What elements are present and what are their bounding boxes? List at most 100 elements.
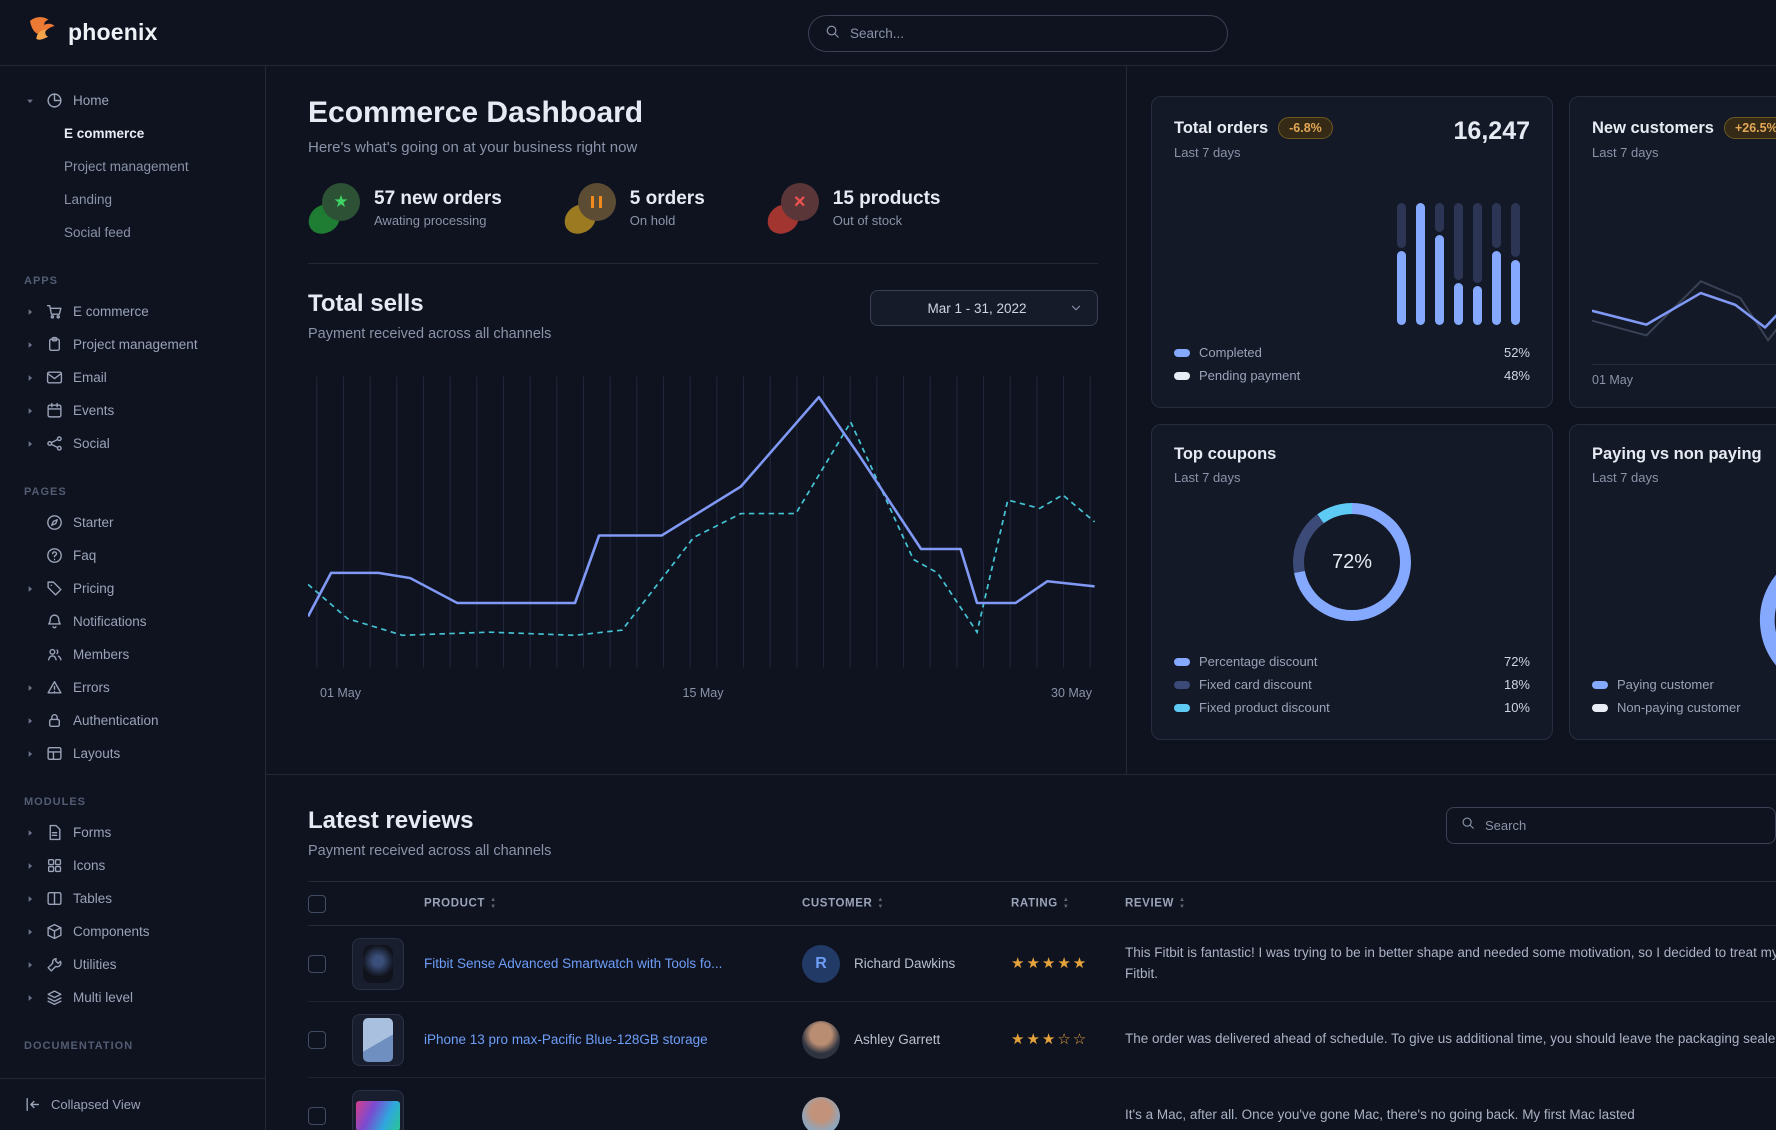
order-bar xyxy=(1511,203,1520,325)
brand-name: phoenix xyxy=(68,19,158,45)
sidebar-item-members[interactable]: Members xyxy=(24,638,249,671)
customer-name: Ashley Garrett xyxy=(854,1032,941,1047)
page-title: Ecommerce Dashboard xyxy=(308,96,644,129)
compass-icon xyxy=(46,514,63,531)
column-header-review[interactable]: REVIEW ▲ ▼ xyxy=(1125,881,1776,926)
stat-out-of-stock: × 15 products Out of stock xyxy=(763,183,940,238)
paying-card: Paying vs non paying Last 7 days xyxy=(1569,424,1776,740)
customer-name: Richard Dawkins xyxy=(854,956,956,971)
caret-right-icon xyxy=(24,682,36,694)
rating-stars: ★★★★★ xyxy=(1011,955,1089,972)
sidebar-item-social-feed[interactable]: Social feed xyxy=(64,225,131,240)
legend-item: Non-paying customer xyxy=(1592,696,1776,719)
caret-right-icon xyxy=(24,748,36,760)
reviews-subtitle: Payment received across all channels xyxy=(308,843,552,859)
product-thumbnail[interactable] xyxy=(352,1089,404,1130)
sidebar-item-tables[interactable]: Tables xyxy=(24,882,249,915)
orders-bar-chart[interactable] xyxy=(1174,160,1530,341)
column-header-product[interactable]: PRODUCT ▲ ▼ xyxy=(424,881,802,926)
chevron-down-icon xyxy=(1069,301,1083,315)
sidebar-item-landing[interactable]: Landing xyxy=(64,192,113,207)
sidebar-item-project-management[interactable]: Project management xyxy=(24,328,249,361)
avatar xyxy=(802,1096,840,1130)
collapse-icon xyxy=(24,1096,41,1113)
box-icon xyxy=(46,923,63,940)
sidebar-item-starter[interactable]: Starter xyxy=(24,506,249,539)
sidebar-item-events[interactable]: Events xyxy=(24,394,249,427)
collapsed-view-toggle[interactable]: Collapsed View xyxy=(0,1078,265,1130)
sidebar-item-icons[interactable]: Icons xyxy=(24,849,249,882)
sidebar-item-faq[interactable]: Faq xyxy=(24,539,249,572)
date-range-select[interactable]: Mar 1 - 31, 2022 xyxy=(870,290,1098,326)
sidebar-item-email[interactable]: Email xyxy=(24,361,249,394)
sidebar-section-label: APPS xyxy=(24,275,58,287)
stat-cards: Total orders -6.8% Last 7 days 16,247 Co… xyxy=(1127,66,1776,774)
total-sells-chart[interactable] xyxy=(308,368,1098,680)
change-badge: +26.5% xyxy=(1723,117,1776,139)
sidebar-item-e-commerce[interactable]: E commerce xyxy=(24,295,249,328)
column-header-rating[interactable]: RATING ▲ ▼ xyxy=(1011,881,1125,926)
wrench-icon xyxy=(46,956,63,973)
legend-item: Percentage discount 72% xyxy=(1174,650,1530,673)
card-period: Last 7 days xyxy=(1592,145,1659,160)
global-search-input[interactable]: Search... xyxy=(808,15,1228,52)
search-icon xyxy=(825,24,840,44)
card-period: Last 7 days xyxy=(1174,145,1241,160)
sidebar-section-label: PAGES xyxy=(24,486,67,498)
paying-legend: Paying customer Non-paying customer xyxy=(1592,673,1776,719)
total-orders-value: 16,247 xyxy=(1453,117,1530,145)
row-checkbox[interactable] xyxy=(308,1030,326,1049)
caret-right-icon xyxy=(24,926,36,938)
sidebar-item-social[interactable]: Social xyxy=(24,427,249,460)
sidebar-item-project-management[interactable]: Project management xyxy=(64,159,189,174)
sidebar-item-components[interactable]: Components xyxy=(24,915,249,948)
sidebar-item-authentication[interactable]: Authentication xyxy=(24,704,249,737)
caret-right-icon xyxy=(24,860,36,872)
legend-item: Paying customer xyxy=(1592,673,1776,696)
lock-icon xyxy=(46,712,63,729)
sidebar-item-home[interactable]: Home xyxy=(24,84,249,117)
select-all-checkbox[interactable] xyxy=(308,894,326,913)
reviews-search-input[interactable]: Search xyxy=(1446,807,1776,844)
brand[interactable]: phoenix xyxy=(0,14,158,51)
paying-gauge-chart[interactable] xyxy=(1592,485,1776,673)
product-link[interactable]: Fitbit Sense Advanced Smartwatch with To… xyxy=(424,955,723,971)
total-sells-subtitle: Payment received across all channels xyxy=(308,326,552,342)
layers-icon xyxy=(46,989,63,1006)
donut-center-value: 72% xyxy=(1331,550,1373,573)
coupons-donut-chart[interactable]: 72% xyxy=(1293,503,1411,621)
new-customers-chart[interactable]: 01 May xyxy=(1592,160,1776,387)
sidebar-item-layouts[interactable]: Layouts xyxy=(24,737,249,770)
calendar-icon xyxy=(46,402,63,419)
order-bar xyxy=(1454,203,1463,325)
legend-item: Completed 52% xyxy=(1174,341,1530,364)
table-icon xyxy=(46,890,63,907)
card-title: Top coupons xyxy=(1174,445,1277,463)
stat-awating-processing: ★ 57 new orders Awating processing xyxy=(304,183,502,238)
rating-stars: ★★★☆☆ xyxy=(1011,1031,1089,1048)
users-icon xyxy=(46,646,63,663)
product-thumbnail[interactable] xyxy=(352,937,404,990)
order-bar xyxy=(1416,203,1425,325)
product-thumbnail[interactable] xyxy=(352,1013,404,1066)
search-icon xyxy=(1461,816,1475,835)
column-header-customer[interactable]: CUSTOMER ▲ ▼ xyxy=(802,881,1011,926)
row-checkbox[interactable] xyxy=(308,1106,326,1125)
sidebar-item-utilities[interactable]: Utilities xyxy=(24,948,249,981)
table-row: iPhone 13 pro max-Pacific Blue-128GB sto… xyxy=(308,1001,1776,1078)
caret-right-icon xyxy=(24,583,36,595)
sidebar-item-pricing[interactable]: Pricing xyxy=(24,572,249,605)
main-content: Ecommerce Dashboard Here's what's going … xyxy=(266,66,1776,1130)
sidebar-item-errors[interactable]: Errors xyxy=(24,671,249,704)
layout-icon xyxy=(46,745,63,762)
sidebar-item-notifications[interactable]: Notifications xyxy=(24,605,249,638)
new-customers-card: New customers +26.5% Last 7 days xyxy=(1569,96,1776,408)
product-link[interactable]: iPhone 13 pro max-Pacific Blue-128GB sto… xyxy=(424,1031,708,1047)
row-checkbox[interactable] xyxy=(308,954,326,973)
share-icon xyxy=(46,435,63,452)
sidebar-item-multi-level[interactable]: Multi level xyxy=(24,981,249,1014)
sidebar-item-e-commerce[interactable]: E commerce xyxy=(64,126,145,141)
sidebar-item-forms[interactable]: Forms xyxy=(24,816,249,849)
caret-right-icon xyxy=(24,306,36,318)
